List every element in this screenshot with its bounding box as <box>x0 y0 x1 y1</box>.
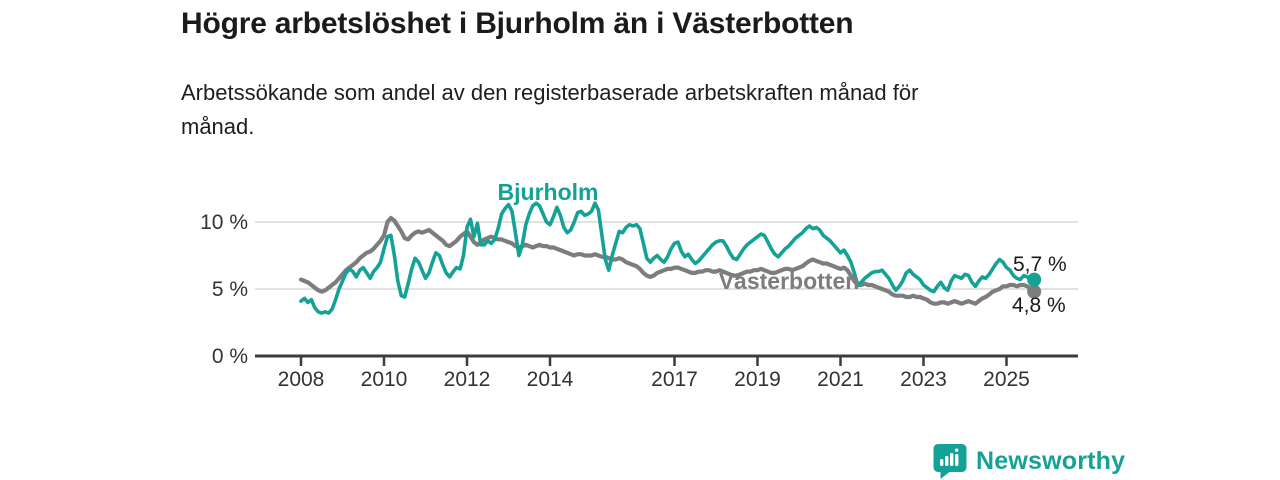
end-value-bjurholm: 5,7 % <box>1013 253 1067 276</box>
x-tick-label-2012: 2012 <box>444 368 491 391</box>
y-tick-label-10: 10 % <box>200 211 248 234</box>
newsworthy-wordmark: Newsworthy <box>976 446 1126 475</box>
page-subtitle: Arbetssökande som andel av den registerb… <box>181 42 1161 144</box>
chart-header: Högre arbetslöshet i Bjurholm än i Väste… <box>181 0 1161 144</box>
series-end-dots <box>1027 272 1042 299</box>
x-tick-label-2010: 2010 <box>361 368 408 391</box>
x-tick-label-2017: 2017 <box>651 368 698 391</box>
end-dot-västerbotten <box>1027 284 1042 299</box>
series-label-bjurholm: Bjurholm <box>498 179 599 205</box>
subtitle-line-1: Arbetssökande som andel av den registerb… <box>181 80 919 105</box>
x-tick-label-2021: 2021 <box>817 368 864 391</box>
x-tick-label-2019: 2019 <box>734 368 781 391</box>
x-tick-label-2025: 2025 <box>983 368 1030 391</box>
y-tick-label-0: 0 % <box>212 345 248 368</box>
x-axis: 0 % 5 % 10 % 2008 2010 2012 2014 2017 2019 2021 20… <box>200 211 1078 391</box>
subtitle-line-2: månad. <box>181 114 255 139</box>
x-tick-label-2023: 2023 <box>900 368 947 391</box>
series-lines <box>298 201 1037 315</box>
end-dot-bjurholm <box>1027 272 1042 287</box>
page-title: Högre arbetslöshet i Bjurholm än i Väste… <box>181 7 854 40</box>
newsworthy-logo-icon <box>933 444 967 479</box>
x-tick-label-2014: 2014 <box>527 368 574 391</box>
series-label-vasterbotten: Västerbotten <box>719 268 860 294</box>
newsworthy-branding: Newsworthy <box>933 443 1125 479</box>
x-tick-label-2008: 2008 <box>278 368 325 391</box>
line-västerbotten <box>298 215 1037 306</box>
y-tick-label-5: 5 % <box>212 278 248 301</box>
line-bjurholm <box>299 201 1036 315</box>
gridlines <box>255 221 1078 290</box>
end-value-vasterbotten: 4,8 % <box>1012 294 1066 317</box>
